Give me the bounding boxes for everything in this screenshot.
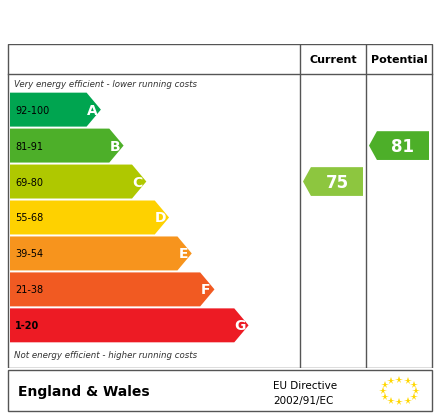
Polygon shape xyxy=(10,93,101,127)
Text: 92-100: 92-100 xyxy=(15,105,49,115)
Text: D: D xyxy=(155,211,166,225)
Text: G: G xyxy=(235,318,246,332)
Text: 2002/91/EC: 2002/91/EC xyxy=(273,396,333,406)
Text: Very energy efficient - lower running costs: Very energy efficient - lower running co… xyxy=(14,80,197,89)
Polygon shape xyxy=(369,132,429,161)
Text: EU Directive: EU Directive xyxy=(273,380,337,390)
Text: Not energy efficient - higher running costs: Not energy efficient - higher running co… xyxy=(14,350,197,359)
Text: 1-20: 1-20 xyxy=(15,320,39,330)
Polygon shape xyxy=(10,129,124,163)
Text: 21-38: 21-38 xyxy=(15,285,43,295)
Polygon shape xyxy=(10,237,192,271)
Text: A: A xyxy=(87,103,98,117)
Text: 81-91: 81-91 xyxy=(15,141,43,151)
Text: C: C xyxy=(132,175,143,189)
Text: B: B xyxy=(110,139,121,153)
Text: 69-80: 69-80 xyxy=(15,177,43,187)
Polygon shape xyxy=(303,168,363,197)
Polygon shape xyxy=(10,273,214,306)
Polygon shape xyxy=(10,309,249,342)
Text: E: E xyxy=(179,247,188,261)
Text: 39-54: 39-54 xyxy=(15,249,43,259)
Text: Potential: Potential xyxy=(370,55,427,64)
Text: Current: Current xyxy=(309,55,357,64)
Polygon shape xyxy=(10,201,169,235)
Text: 75: 75 xyxy=(326,173,348,191)
Polygon shape xyxy=(10,165,147,199)
Text: Energy Efficiency Rating: Energy Efficiency Rating xyxy=(11,12,299,32)
Text: 81: 81 xyxy=(392,137,414,155)
Text: F: F xyxy=(201,283,211,297)
Text: England & Wales: England & Wales xyxy=(18,384,149,398)
Text: 55-68: 55-68 xyxy=(15,213,43,223)
